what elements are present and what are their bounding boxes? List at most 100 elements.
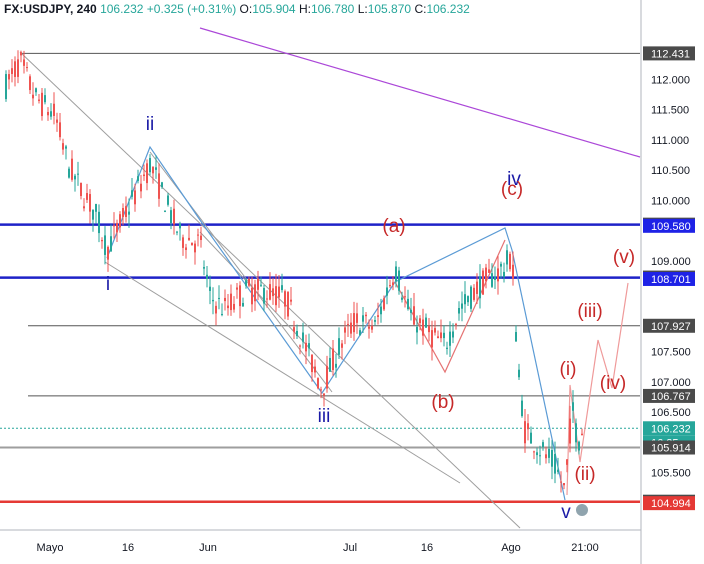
candle-body-114	[344, 327, 346, 333]
blue-wave-path	[106, 145, 566, 501]
candle-body-193	[581, 433, 583, 436]
candle-body-62	[188, 237, 190, 240]
candle-body-145	[437, 336, 439, 339]
candle-body-21	[65, 146, 67, 149]
candle-body-11	[35, 88, 37, 93]
candle-body-35	[107, 246, 109, 260]
price-tag-bg-1	[643, 46, 695, 61]
candle-body-130	[392, 282, 394, 286]
candle-body-9	[29, 76, 31, 91]
candle-body-125	[377, 315, 379, 317]
y-tick-3: 111.000	[651, 135, 689, 147]
candle-body-167	[503, 271, 505, 277]
candle-body-139	[419, 318, 421, 324]
candle-body-32	[98, 211, 100, 234]
candle-body-138	[416, 326, 418, 333]
price-tag-1: 112.431	[651, 48, 690, 60]
projection-path	[566, 282, 629, 496]
candle-body-29	[89, 194, 91, 212]
candle-body-93	[281, 285, 283, 291]
candle-body-68	[206, 274, 208, 280]
candle-body-119	[359, 330, 361, 336]
candle-body-111	[335, 363, 337, 368]
candle-body-14	[44, 95, 46, 103]
candle-body-182	[548, 448, 550, 458]
candle-body-126	[380, 306, 382, 315]
candle-body-124	[374, 320, 376, 322]
symbol-label: FX:USDJPY, 240	[4, 2, 97, 16]
price-tag-bg-12	[643, 496, 695, 511]
x-tick-6: Ago	[501, 542, 521, 554]
candle-body-159	[479, 276, 481, 299]
candle-body-161	[485, 267, 487, 282]
candle-body-179	[539, 455, 541, 457]
chart-header: FX:USDJPY, 240 106.232 +0.325 (+0.31%) O…	[4, 2, 470, 16]
candle-body-44	[134, 190, 136, 205]
candle-body-123	[371, 326, 373, 330]
candle-body-15	[47, 111, 49, 116]
wave-label-3: iii	[318, 406, 331, 427]
candle-body-132	[398, 270, 400, 291]
candle-body-165	[497, 268, 499, 282]
candle-body-2	[8, 74, 10, 80]
candle-body-67	[203, 267, 205, 269]
candle-body-156	[470, 286, 472, 309]
candle-body-45	[137, 176, 139, 181]
price-tag-7: 106.767	[651, 391, 691, 403]
candle-body-43	[131, 190, 133, 197]
candle-body-176	[530, 432, 532, 444]
wave-label-1: ii	[146, 114, 154, 135]
candle-body-110	[332, 348, 334, 371]
y-tick-6: 109.000	[651, 256, 691, 268]
candle-body-5	[17, 59, 19, 77]
candle-body-181	[545, 454, 547, 459]
candle-body-148	[446, 347, 448, 349]
candle-body-4	[14, 61, 16, 77]
candle-body-121	[365, 314, 367, 317]
wave-label-12: (iv)	[600, 373, 626, 394]
high-value: 106.780	[310, 2, 355, 16]
candle-body-173	[521, 400, 523, 417]
price-tag-bg-5	[643, 271, 695, 286]
candle-body-53	[161, 182, 163, 188]
candle-body-116	[350, 322, 352, 334]
candle-body-164	[494, 276, 496, 280]
candle-body-99	[299, 345, 301, 347]
candle-body-135	[407, 298, 409, 310]
candle-body-72	[218, 297, 220, 299]
candle-body-137	[413, 306, 415, 325]
candle-body-152	[458, 308, 460, 314]
candle-body-47	[143, 174, 145, 177]
candle-body-19	[59, 122, 61, 138]
candle-body-177	[533, 451, 535, 453]
candle-body-101	[305, 342, 307, 352]
y-tick-10: 105.500	[651, 468, 691, 480]
candle-body-30	[92, 209, 94, 220]
candle-body-187	[563, 483, 565, 486]
open-label: O:	[239, 2, 253, 16]
candle-body-31	[95, 204, 97, 212]
price-tag-8: 106.232	[651, 423, 691, 435]
candle-body-143	[431, 330, 433, 348]
candle-body-16	[50, 111, 52, 117]
x-tick-1: Mayo	[37, 542, 64, 554]
price-tag-10: 105.914	[651, 443, 691, 455]
candle-body-94	[284, 291, 286, 307]
candle-body-77	[233, 303, 235, 310]
candle-body-39	[119, 214, 121, 228]
candle-body-113	[341, 343, 343, 348]
candle-body-191	[575, 423, 577, 443]
candle-body-46	[140, 183, 142, 192]
wave-label-5: v	[561, 502, 571, 523]
candle-body-106	[320, 389, 322, 391]
candle-body-178	[536, 452, 538, 456]
candle-body-154	[464, 294, 466, 305]
wave-label-11: (iii)	[577, 301, 602, 322]
open-value: 105.904	[252, 2, 296, 16]
candle-body-112	[338, 338, 340, 355]
gray-trendline-4	[199, 231, 333, 373]
candle-body-78	[236, 287, 238, 290]
candle-body-26	[80, 182, 82, 197]
candle-body-133	[401, 297, 403, 300]
